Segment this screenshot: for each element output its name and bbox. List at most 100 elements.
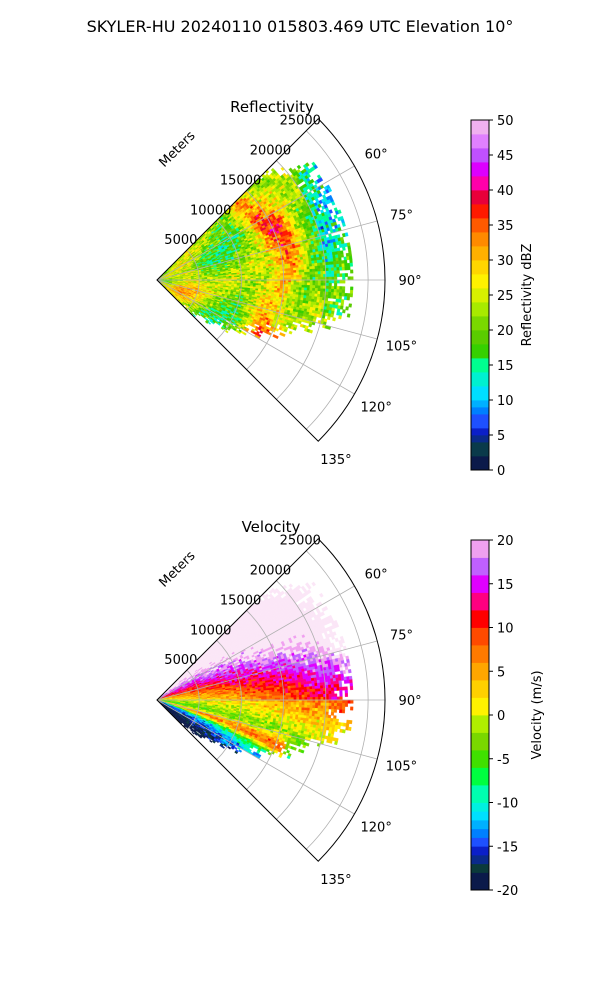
reflectivity-radar-cell — [285, 284, 289, 288]
reflectivity-radar-cell — [305, 162, 310, 168]
reflectivity-radar-cell — [336, 286, 340, 290]
reflectivity-radar-cell — [339, 279, 343, 284]
reflectivity-radar-cell — [290, 275, 294, 278]
reflectivity-radar-cell — [315, 285, 319, 289]
reflectivity-radar-cell — [234, 277, 238, 279]
reflectivity-radar-cell — [269, 281, 273, 285]
reflectivity-radar-cell — [336, 267, 340, 271]
reflectivity-radar-cell — [279, 286, 284, 289]
reflectivity-radar-cell — [331, 273, 335, 278]
reflectivity-radar-cell — [298, 284, 303, 288]
reflectivity-radar-cell — [330, 264, 335, 269]
reflectivity-radar-cell — [284, 266, 289, 269]
reflectivity-radar-cell — [314, 290, 318, 295]
reflectivity-radar-cell — [325, 294, 329, 299]
reflectivity-radar-cell — [287, 270, 292, 274]
reflectivity-radar-cell — [314, 262, 318, 267]
reflectivity-radar-cell — [279, 273, 284, 276]
reflectivity-radar-cell — [274, 281, 278, 285]
reflectivity-radar-cell — [334, 276, 338, 281]
reflectivity-radar-cell — [277, 281, 281, 285]
reflectivity-radar-cell — [298, 269, 302, 273]
reflectivity-radar-cell — [290, 289, 294, 293]
reflectivity-radar-cell — [333, 264, 337, 268]
reflectivity-radar-cell — [263, 275, 267, 279]
reflectivity-radar-cell — [325, 273, 330, 278]
reflectivity-radar-cell — [300, 292, 305, 296]
reflectivity-radar-cell — [341, 263, 345, 268]
reflectivity-radar-cell — [331, 270, 335, 275]
reflectivity-radar-cell — [333, 214, 338, 219]
reflectivity-radar-cell — [328, 270, 332, 275]
reflectivity-radar-cell — [306, 271, 311, 275]
figure-suptitle: SKYLER-HU 20240110 015803.469 UTC Elevat… — [87, 17, 514, 36]
reflectivity-radar-cell — [296, 272, 300, 276]
reflectivity-radar-cell — [269, 275, 273, 279]
reflectivity-radar-cell — [263, 281, 267, 285]
reflectivity-radar-cell — [301, 274, 305, 278]
reflectivity-radar-cell — [347, 249, 352, 254]
reflectivity-radar-cell — [296, 284, 300, 288]
reflectivity-radar-cell — [317, 291, 321, 295]
reflectivity-radar-cell — [271, 275, 276, 279]
reflectivity-radar-cell — [314, 288, 319, 292]
reflectivity-radar-cell — [293, 289, 297, 293]
reflectivity-radar-cell — [326, 316, 331, 321]
reflectivity-radar-cell — [309, 282, 313, 286]
reflectivity-radar-cell — [342, 286, 346, 291]
reflectivity-radar-cell — [341, 266, 346, 271]
reflectivity-radar-cell — [346, 293, 351, 298]
reflectivity-radar-cell — [341, 292, 345, 297]
reflectivity-radar-cell — [309, 279, 313, 283]
reflectivity-radar-cell — [338, 263, 343, 268]
reflectivity-radar-cell — [295, 264, 299, 269]
reflectivity-radar-cell — [290, 267, 294, 271]
reflectivity-radar-cell — [293, 286, 297, 290]
reflectivity-radar-cell — [275, 327, 280, 332]
reflectivity-radar-cell — [309, 274, 313, 278]
reflectivity-radar-cell — [320, 291, 324, 295]
reflectivity-radar-cell — [312, 279, 316, 283]
reflectivity-radar-cell — [274, 275, 278, 279]
reflectivity-radar-cell — [317, 285, 321, 289]
reflectivity-radar-cell — [317, 276, 321, 281]
reflectivity-radar-cell — [346, 262, 351, 267]
reflectivity-radar-cell — [260, 272, 265, 275]
reflectivity-radar-cell — [253, 276, 257, 279]
reflectivity-radar-cell — [306, 173, 311, 179]
reflectivity-radar-cell — [315, 274, 319, 278]
reflectivity-radar-cell — [344, 263, 348, 268]
reflectivity-radar-cell — [295, 262, 299, 266]
reflectivity-radar-cell — [296, 164, 302, 170]
reflectivity-radar-cell — [346, 313, 351, 318]
reflectivity-radar-cell — [316, 259, 321, 264]
reflectivity-radar-cell — [280, 275, 284, 279]
reflectivity-radar-cell — [333, 286, 338, 290]
reflectivity-radar-cell — [347, 266, 351, 271]
reflectivity-radar-cell — [277, 284, 281, 287]
reflectivity-radar-cell — [295, 287, 300, 291]
reflectivity-radar-cell — [345, 306, 349, 311]
reflectivity-radar-cell — [303, 290, 308, 294]
reflectivity-radar-cell — [309, 290, 313, 294]
reflectivity-radar-cell — [307, 279, 311, 283]
reflectivity-radar-cell — [303, 264, 307, 268]
reflectivity-radar-cell — [320, 268, 324, 272]
reflectivity-radar-cell — [274, 271, 278, 275]
reflectivity-radar-cell — [336, 263, 340, 268]
reflectivity-radar-cell — [298, 282, 303, 286]
reflectivity-radar-cell — [307, 282, 311, 286]
reflectivity-radar-cell — [296, 282, 300, 286]
reflectivity-radar-cell — [333, 292, 337, 296]
reflectivity-radar-cell — [298, 287, 302, 291]
reflectivity-field — [157, 161, 354, 340]
reflectivity-radar-cell — [285, 268, 289, 272]
reflectivity-radar-cell — [277, 271, 281, 274]
reflectivity-radar-cell — [298, 272, 303, 276]
reflectivity-radar-cell — [326, 276, 330, 281]
reflectivity-radar-cell — [341, 289, 346, 294]
reflectivity-radar-cell — [320, 271, 324, 275]
reflectivity-radar-cell — [253, 281, 257, 284]
reflectivity-radar-cell — [334, 282, 338, 287]
